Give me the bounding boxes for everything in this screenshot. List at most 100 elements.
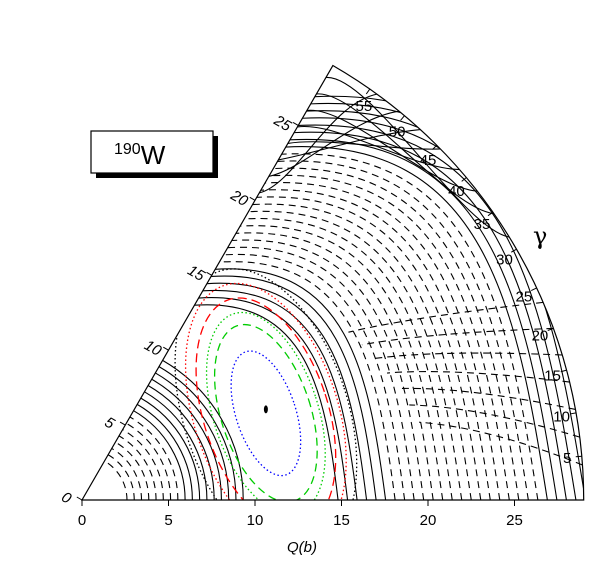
gamma-arc-ticks: 5 10 15 20 25 30 35 40 45 50 55 [356,88,582,467]
contour-line-inner-green-dotted [205,311,326,501]
gamma-axis-symbol: γ [533,222,547,250]
left-tick-mark [76,496,83,501]
contour-line-outer [252,203,472,501]
q-tick-label: 0 [78,512,86,529]
contour-line-high-gamma [316,93,495,215]
contour-line-low-q [151,378,222,501]
contour-line-low-q [162,359,244,501]
contour-line-low-q [144,391,208,501]
left-tick-label: 25 [270,112,294,136]
contour-line-high-q [398,387,576,410]
left-tick-mark [249,196,256,201]
gamma-tick-mark [575,455,582,458]
contour-line-outer [198,297,349,501]
contour-line-low-q [155,372,230,501]
contour-line-outer [285,146,548,501]
gamma-tick-label: 45 [420,152,437,169]
contour-line-outer [219,261,396,501]
contour-line-high-q [387,371,570,383]
contour-line-outer [277,160,529,501]
gamma-tick-mark [365,88,371,95]
contour-line-high-q [361,327,554,346]
contour-line-outer [294,131,567,501]
gamma-tick-mark [530,287,537,291]
gamma-tick-label: 10 [553,408,570,425]
contour-line-outer [202,289,358,501]
left-tick-mark [206,271,213,276]
contour-line-outer [256,196,482,501]
contour-line-low-q [107,454,135,501]
gamma-tick-label: 30 [496,252,513,269]
gamma-tick-mark [510,248,517,253]
contour-line-inner-red-dotted [184,282,347,501]
gamma-tick-mark [487,211,494,217]
nucleus-label-box: 190W [90,130,218,178]
nucleus-box [90,130,214,174]
contour-line-outer [240,225,444,501]
nucleus-element: W [141,140,166,170]
q-tick-label: 10 [247,512,264,529]
contour-line-low-q [129,416,179,501]
nucleus-mass-number: 190 [114,141,141,158]
contour-line-outer [206,282,368,501]
contour-line-outer [269,174,510,501]
contour-line-inner-green-dashed [213,323,318,501]
gamma-tick-label: 40 [448,183,465,200]
contour-line-high-q [348,301,544,333]
gamma-tick-label: 25 [516,289,533,306]
contour-line-outer [223,253,406,501]
contour-line-outer [281,153,539,501]
gamma-tick-mark [547,327,554,331]
contour-line-high-gamma [287,141,441,150]
contour-line-outer [298,124,577,501]
contour-line-high-gamma [306,109,478,192]
contour-line-outer [310,102,584,501]
contour-line-high-gamma [297,125,460,171]
contour-line-outer [265,182,501,501]
gamma-tick-mark [560,369,567,373]
q-axis-ticks: 0 5 10 15 20 25 [78,500,523,529]
contour-line-low-q [111,447,143,501]
contour-line-high-gamma [325,76,510,238]
gamma-tick-label: 35 [474,216,491,233]
left-tick-mark [292,122,299,126]
contour-line-low-q [147,385,215,501]
contour-lines [104,76,584,501]
contour-line-inner-blue-dotted [230,350,302,477]
contour-line-outer [248,210,463,501]
contour-line-outer [231,239,425,501]
contour-line-inner-red-dashed [195,297,337,501]
left-tick-label: 0 [58,489,74,508]
gamma-tick-mark [570,412,577,415]
minimum-point [263,405,268,414]
contour-line-low-q [140,397,201,501]
left-tick-label: 15 [185,262,209,285]
contour-line-low-q [122,429,164,501]
contour-line-outer [289,138,558,501]
nucleus-label: 190W [114,140,166,170]
left-tick-label: 20 [227,186,251,210]
contour-line-outer [244,218,453,501]
gamma-tick-mark [432,144,438,150]
minimum-marker [263,405,268,414]
contour-line-outer [215,268,387,501]
left-tick-mark [163,346,169,351]
contour-line-low-q [136,403,193,501]
left-tick-mark [119,421,126,426]
gamma-tick-mark [461,177,467,182]
q-tick-label: 20 [420,512,437,529]
gamma-tick-label: 20 [532,328,549,345]
contour-line-low-q [126,422,172,501]
contour-line-outer [260,189,491,501]
gamma-tick-label: 55 [356,98,373,115]
contour-line-low-q [104,460,128,501]
x-axis-title: Q(b) [287,539,317,556]
contour-line-inner-black-dotted [174,268,358,501]
contour-line-low-q [133,410,186,501]
contour-line-low-q [118,435,157,501]
gamma-tick-mark [400,115,405,121]
q-tick-label: 15 [333,512,350,529]
gamma-tick-label: 15 [544,368,561,385]
contour-line-high-q [409,404,580,438]
